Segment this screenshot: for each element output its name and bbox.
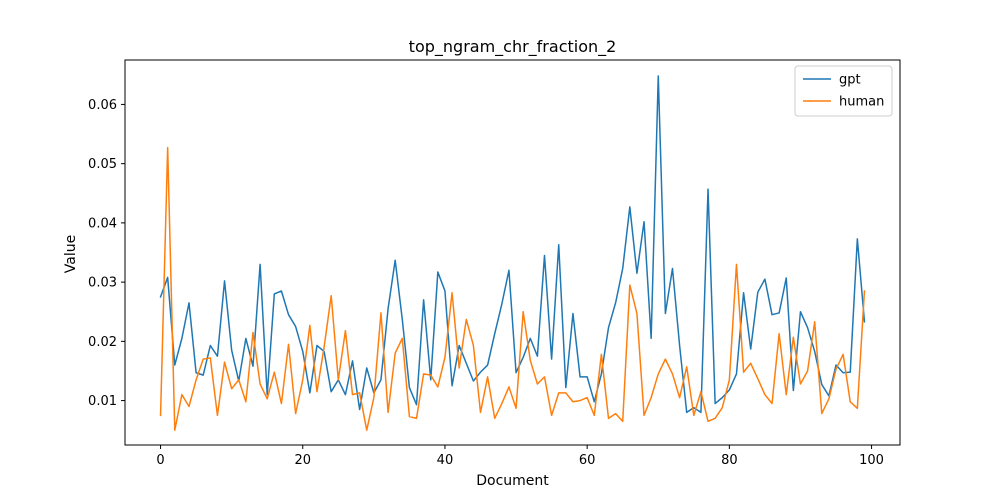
y-tick-label: 0.05 bbox=[88, 157, 117, 172]
chart-title: top_ngram_chr_fraction_2 bbox=[409, 37, 617, 57]
x-tick-label: 0 bbox=[156, 453, 164, 468]
series-line-gpt bbox=[159, 75, 866, 414]
legend-label-gpt: gpt bbox=[839, 73, 861, 88]
x-axis-title: Document bbox=[476, 473, 549, 489]
y-axis-title: Value bbox=[63, 235, 79, 273]
legend: gpt human bbox=[794, 65, 893, 117]
series-line-human bbox=[159, 146, 866, 431]
plot-area: 0 20 40 60 80 100 0.01 0.02 0.03 0.04 0.05 0.06 bbox=[88, 59, 901, 468]
y-tick-label: 0.06 bbox=[88, 98, 117, 113]
y-tick-label: 0.01 bbox=[88, 394, 117, 409]
x-tick-label: 40 bbox=[437, 453, 454, 468]
x-tick-label: 60 bbox=[579, 453, 596, 468]
y-tick-label: 0.02 bbox=[88, 335, 117, 350]
axes-frame bbox=[124, 59, 901, 446]
y-tick-label: 0.04 bbox=[88, 216, 117, 231]
x-tick-label: 80 bbox=[721, 453, 738, 468]
legend-label-human: human bbox=[839, 95, 884, 110]
y-tick-label: 0.03 bbox=[88, 276, 117, 291]
x-tick-label: 20 bbox=[294, 453, 311, 468]
x-tick-label: 100 bbox=[859, 453, 884, 468]
